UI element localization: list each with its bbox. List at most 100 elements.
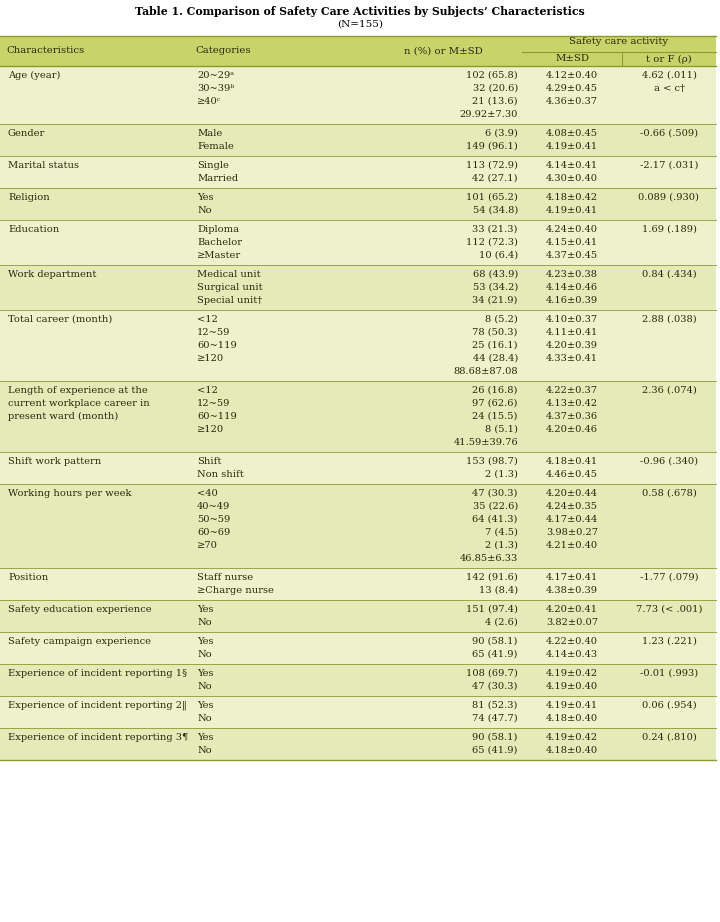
Text: -0.66 (.509): -0.66 (.509) — [640, 129, 698, 138]
Text: 101 (65.2): 101 (65.2) — [466, 193, 518, 202]
Text: -2.17 (.031): -2.17 (.031) — [640, 161, 698, 170]
Text: 47 (30.3): 47 (30.3) — [472, 489, 518, 498]
Text: 60~119: 60~119 — [197, 412, 237, 421]
Bar — [0, 310, 716, 381]
Text: Safety care activity: Safety care activity — [570, 37, 669, 46]
Text: 4.18±0.40: 4.18±0.40 — [546, 746, 598, 755]
Text: 2 (1.3): 2 (1.3) — [485, 470, 518, 479]
Text: 32 (20.6): 32 (20.6) — [472, 84, 518, 93]
Text: Male: Male — [197, 129, 222, 138]
Text: 12~59: 12~59 — [197, 399, 230, 408]
Text: No: No — [197, 206, 212, 215]
Text: 6 (3.9): 6 (3.9) — [485, 129, 518, 138]
Text: 4.17±0.44: 4.17±0.44 — [546, 515, 598, 524]
Text: current workplace career in: current workplace career in — [8, 399, 150, 408]
Text: 25 (16.1): 25 (16.1) — [472, 341, 518, 350]
Text: <12: <12 — [197, 315, 218, 324]
Text: Experience of incident reporting 3¶: Experience of incident reporting 3¶ — [8, 733, 189, 742]
Text: 1.23 (.221): 1.23 (.221) — [642, 637, 696, 646]
Text: Surgical unit: Surgical unit — [197, 283, 263, 292]
Text: 4.46±0.45: 4.46±0.45 — [546, 470, 598, 479]
Text: 42 (27.1): 42 (27.1) — [472, 174, 518, 183]
Text: 34 (21.9): 34 (21.9) — [472, 296, 518, 305]
Text: 112 (72.3): 112 (72.3) — [466, 238, 518, 247]
Text: 4.14±0.41: 4.14±0.41 — [546, 161, 598, 170]
Text: Staff nurse: Staff nurse — [197, 573, 253, 582]
Text: -0.01 (.993): -0.01 (.993) — [640, 669, 698, 678]
Text: 54 (34.8): 54 (34.8) — [472, 206, 518, 215]
Text: 30~39ᵇ: 30~39ᵇ — [197, 84, 234, 93]
Bar — [0, 728, 716, 760]
Text: 97 (62.6): 97 (62.6) — [472, 399, 518, 408]
Text: Yes: Yes — [197, 669, 214, 678]
Text: 108 (69.7): 108 (69.7) — [466, 669, 518, 678]
Text: 4.30±0.40: 4.30±0.40 — [546, 174, 598, 183]
Text: 88.68±87.08: 88.68±87.08 — [454, 367, 518, 376]
Text: Special unit†: Special unit† — [197, 296, 262, 305]
Text: Non shift: Non shift — [197, 470, 244, 479]
Bar — [0, 452, 716, 484]
Bar — [0, 36, 716, 66]
Bar — [0, 568, 716, 600]
Text: 4.19±0.42: 4.19±0.42 — [546, 669, 598, 678]
Text: No: No — [197, 618, 212, 627]
Text: 0.58 (.678): 0.58 (.678) — [642, 489, 696, 498]
Text: 153 (98.7): 153 (98.7) — [466, 457, 518, 466]
Text: 21 (13.6): 21 (13.6) — [472, 97, 518, 106]
Text: Categories: Categories — [195, 46, 251, 55]
Text: 4.18±0.42: 4.18±0.42 — [546, 193, 598, 202]
Text: 4.17±0.41: 4.17±0.41 — [546, 573, 598, 582]
Text: Single: Single — [197, 161, 229, 170]
Text: Position: Position — [8, 573, 48, 582]
Text: (N=155): (N=155) — [337, 19, 383, 29]
Text: 10 (6.4): 10 (6.4) — [479, 251, 518, 260]
Text: Medical unit: Medical unit — [197, 270, 261, 279]
Bar — [0, 696, 716, 728]
Bar — [0, 265, 716, 310]
Text: Married: Married — [197, 174, 238, 183]
Text: 90 (58.1): 90 (58.1) — [472, 733, 518, 742]
Text: Working hours per week: Working hours per week — [8, 489, 132, 498]
Text: 4.12±0.40: 4.12±0.40 — [546, 71, 598, 80]
Text: 0.84 (.434): 0.84 (.434) — [642, 270, 696, 279]
Text: 20~29ᵃ: 20~29ᵃ — [197, 71, 234, 80]
Text: Experience of incident reporting 1§: Experience of incident reporting 1§ — [8, 669, 187, 678]
Text: 47 (30.3): 47 (30.3) — [472, 682, 518, 691]
Text: 46.85±6.33: 46.85±6.33 — [460, 554, 518, 563]
Text: 4.19±0.40: 4.19±0.40 — [546, 682, 598, 691]
Text: 33 (21.3): 33 (21.3) — [472, 225, 518, 234]
Text: 8 (5.2): 8 (5.2) — [485, 315, 518, 324]
Text: t or F (ρ): t or F (ρ) — [646, 54, 692, 64]
Text: Characteristics: Characteristics — [6, 46, 84, 55]
Text: ≥40ᶜ: ≥40ᶜ — [197, 97, 221, 106]
Bar — [0, 220, 716, 265]
Text: 68 (43.9): 68 (43.9) — [472, 270, 518, 279]
Text: 4.19±0.41: 4.19±0.41 — [546, 142, 598, 151]
Text: 29.92±7.30: 29.92±7.30 — [459, 110, 518, 119]
Text: 4.37±0.36: 4.37±0.36 — [546, 412, 598, 421]
Text: 40~49: 40~49 — [197, 502, 230, 511]
Text: 113 (72.9): 113 (72.9) — [466, 161, 518, 170]
Text: 81 (52.3): 81 (52.3) — [472, 701, 518, 710]
Text: 41.59±39.76: 41.59±39.76 — [454, 438, 518, 447]
Text: 4.22±0.37: 4.22±0.37 — [546, 386, 598, 395]
Text: 13 (8.4): 13 (8.4) — [479, 586, 518, 595]
Text: 4.33±0.41: 4.33±0.41 — [546, 354, 598, 363]
Text: 4.21±0.40: 4.21±0.40 — [546, 541, 598, 550]
Text: 1.69 (.189): 1.69 (.189) — [642, 225, 696, 234]
Text: 0.089 (.930): 0.089 (.930) — [639, 193, 700, 202]
Text: Yes: Yes — [197, 637, 214, 646]
Text: 4.18±0.41: 4.18±0.41 — [546, 457, 598, 466]
Text: 24 (15.5): 24 (15.5) — [472, 412, 518, 421]
Text: 4.20±0.44: 4.20±0.44 — [546, 489, 598, 498]
Text: 35 (22.6): 35 (22.6) — [472, 502, 518, 511]
Text: ≥Charge nurse: ≥Charge nurse — [197, 586, 274, 595]
Text: 65 (41.9): 65 (41.9) — [472, 746, 518, 755]
Text: 74 (47.7): 74 (47.7) — [472, 714, 518, 723]
Text: -0.96 (.340): -0.96 (.340) — [640, 457, 698, 466]
Text: No: No — [197, 650, 212, 659]
Text: ≥120: ≥120 — [197, 425, 224, 434]
Text: Work department: Work department — [8, 270, 96, 279]
Text: Yes: Yes — [197, 733, 214, 742]
Text: 60~69: 60~69 — [197, 528, 230, 537]
